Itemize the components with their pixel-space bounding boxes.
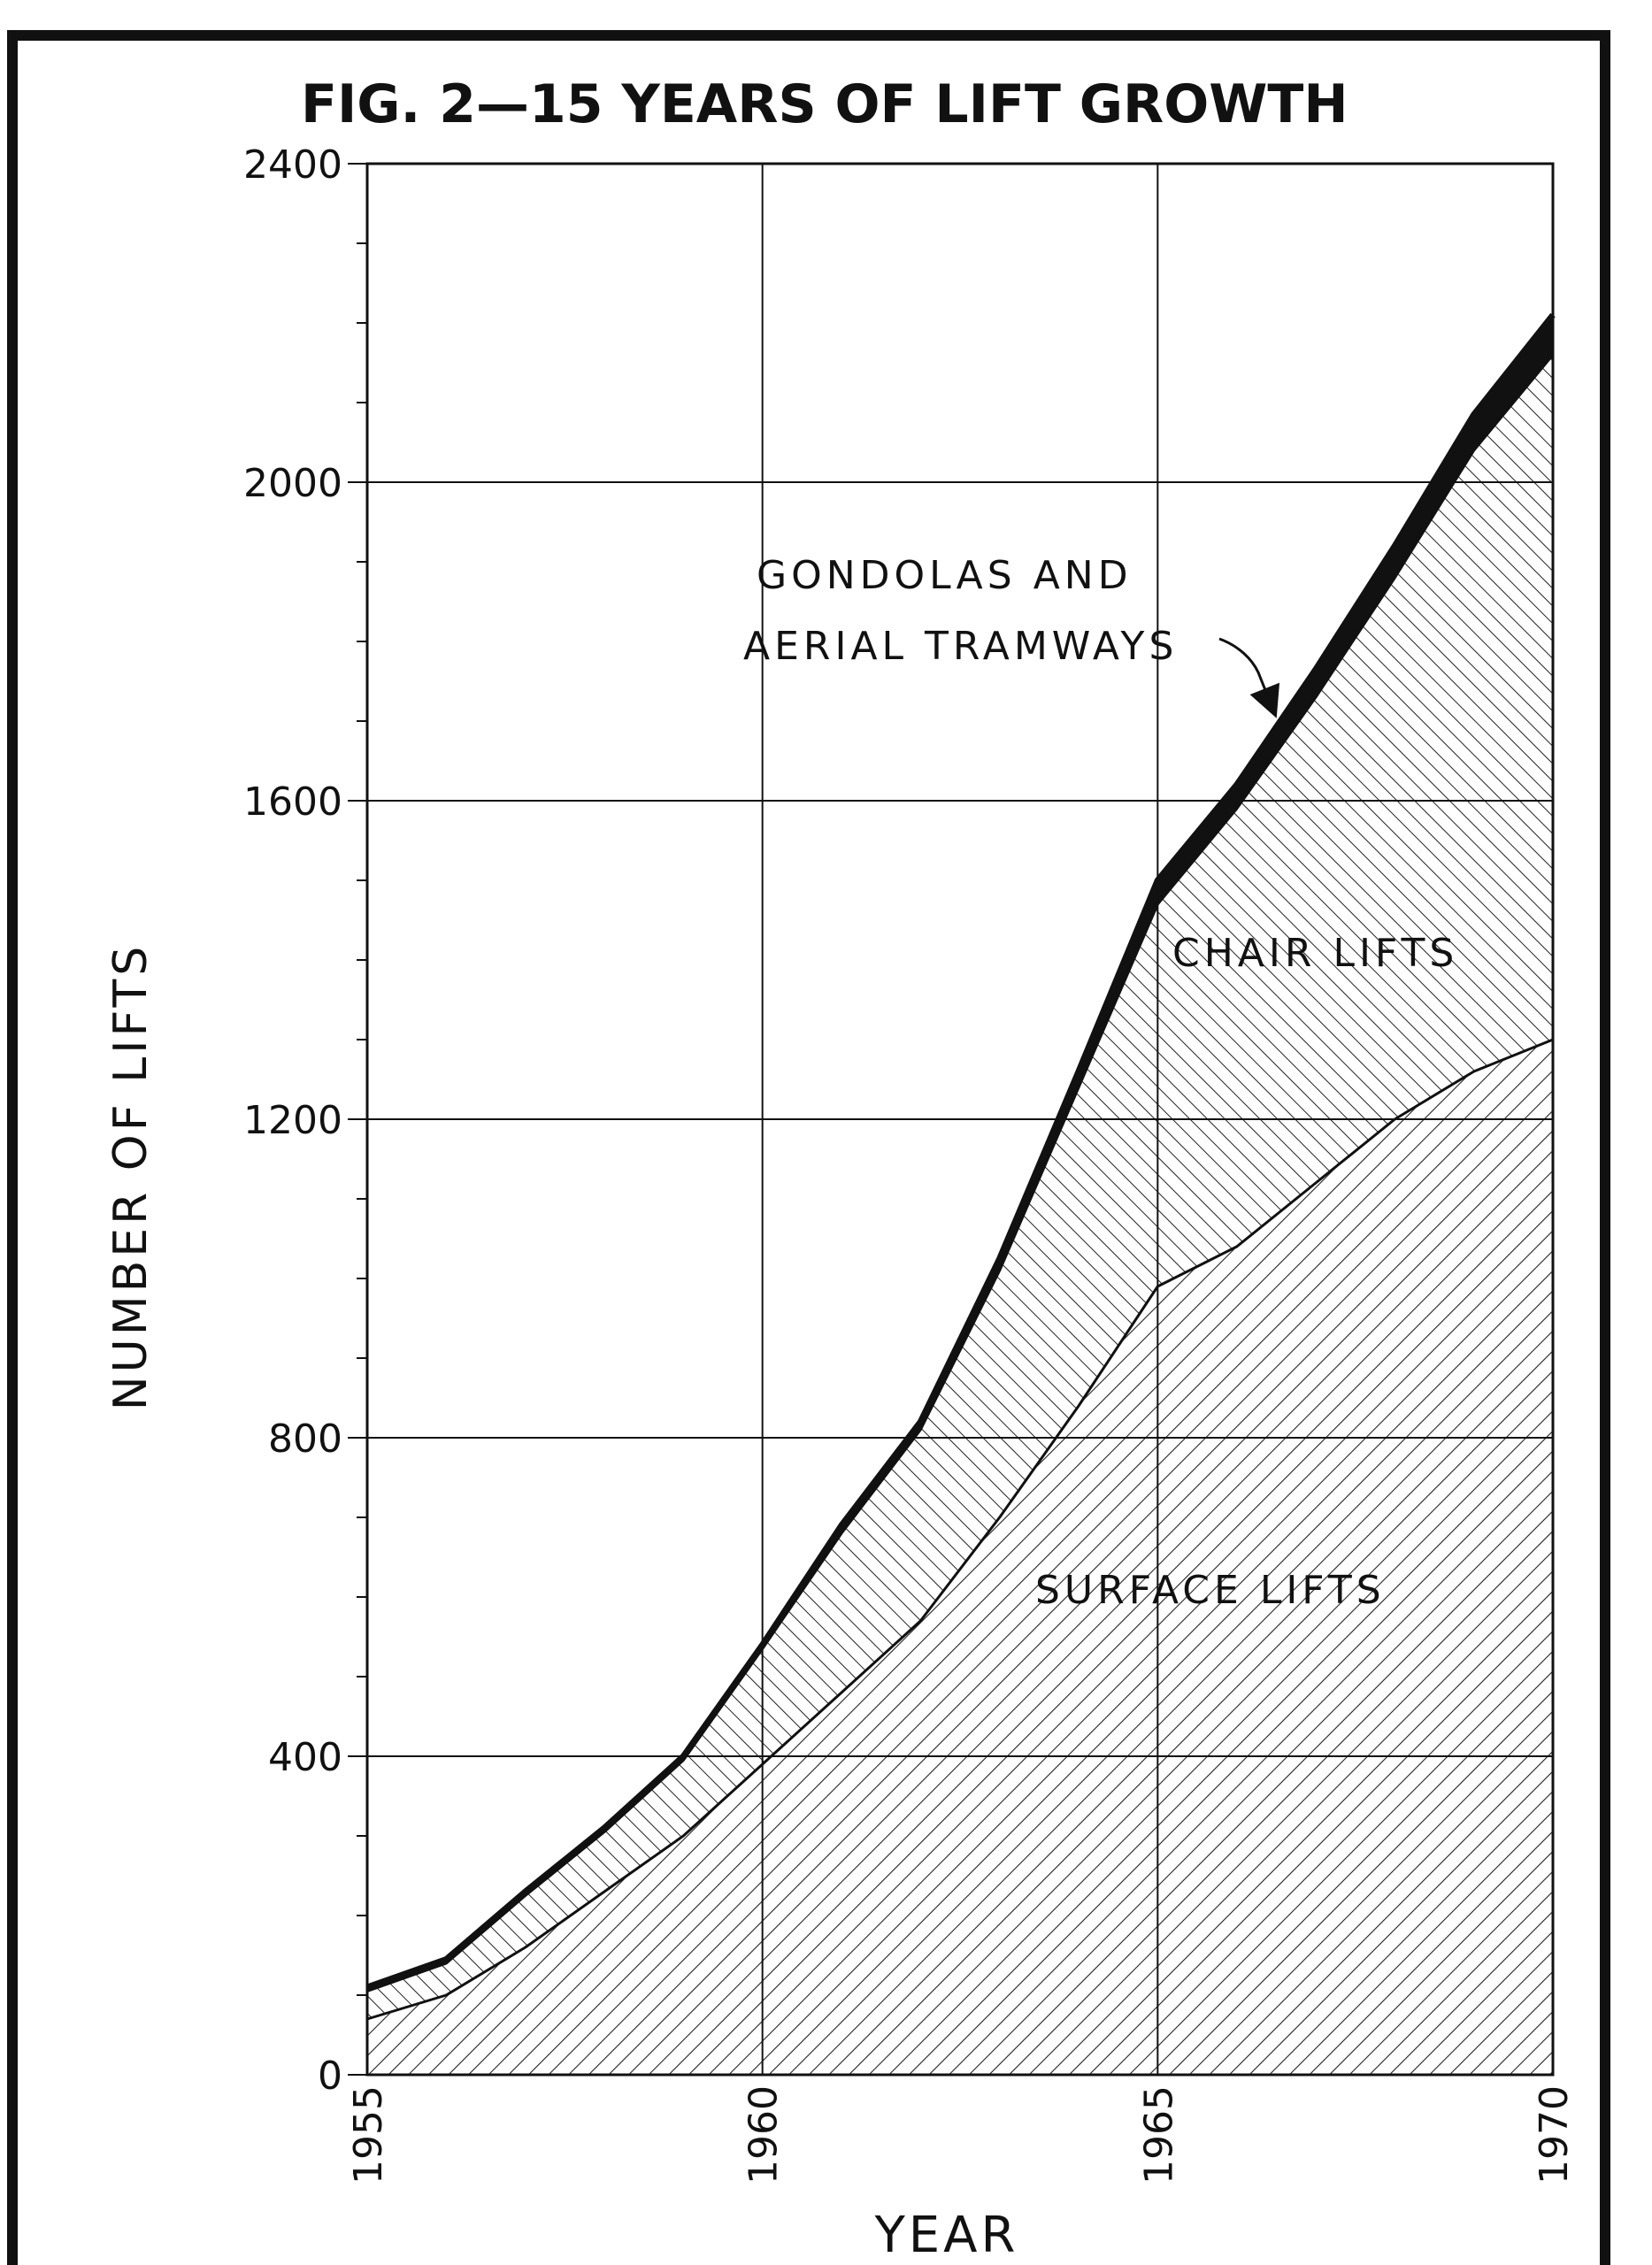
y-tick-label: 800 — [268, 1417, 342, 1462]
outer-frame — [7, 30, 1610, 2265]
x-tick-label: 1960 — [741, 2085, 787, 2184]
y-tick-label: 1600 — [243, 779, 342, 825]
y-tick-label: 2400 — [243, 142, 342, 188]
y-tick-labels: 0 400 800 1200 1600 2000 2400 — [243, 142, 342, 2099]
annotation-surface-lifts: SURFACE LIFTS — [1035, 1568, 1386, 1613]
y-tick-label: 400 — [268, 1735, 342, 1780]
chart-title: FIG. 2—15 YEARS OF LIFT GROWTH — [301, 73, 1348, 135]
x-tick-label: 1965 — [1136, 2085, 1181, 2184]
boundary-area-surface-lifts — [366, 1038, 1554, 2021]
series-boundaries — [348, 163, 1556, 2076]
boundary-area-gondolas-tramways — [365, 312, 1556, 1991]
gondolas-annotation: GONDOLAS AND AERIAL TRAMWAYS — [743, 553, 1280, 718]
x-tick-labels: 1955 1960 1965 1970 — [346, 2085, 1577, 2184]
annotation-chair-lifts: CHAIR LIFTS — [1172, 931, 1458, 976]
boundary-area-chair-lifts — [366, 354, 1555, 1992]
annotation-gondolas-line1: GONDOLAS AND — [757, 553, 1133, 598]
x-axis-title: YEAR — [874, 2207, 1019, 2264]
y-tick-label: 0 — [318, 2054, 342, 2099]
area-surface-lifts — [367, 1040, 1553, 2075]
annotation-arrow — [1218, 637, 1280, 718]
y-axis-title: NUMBER OF LIFTS — [104, 943, 158, 1410]
annotation-gondolas-line2: AERIAL TRAMWAYS — [743, 624, 1178, 669]
x-tick-label: 1955 — [346, 2085, 391, 2184]
y-tick-label: 2000 — [243, 461, 342, 506]
y-tick-label: 1200 — [243, 1098, 342, 1143]
plot-frame — [365, 162, 1555, 2077]
x-tick-label: 1970 — [1532, 2085, 1577, 2184]
area-chair-lifts — [367, 355, 1553, 2019]
